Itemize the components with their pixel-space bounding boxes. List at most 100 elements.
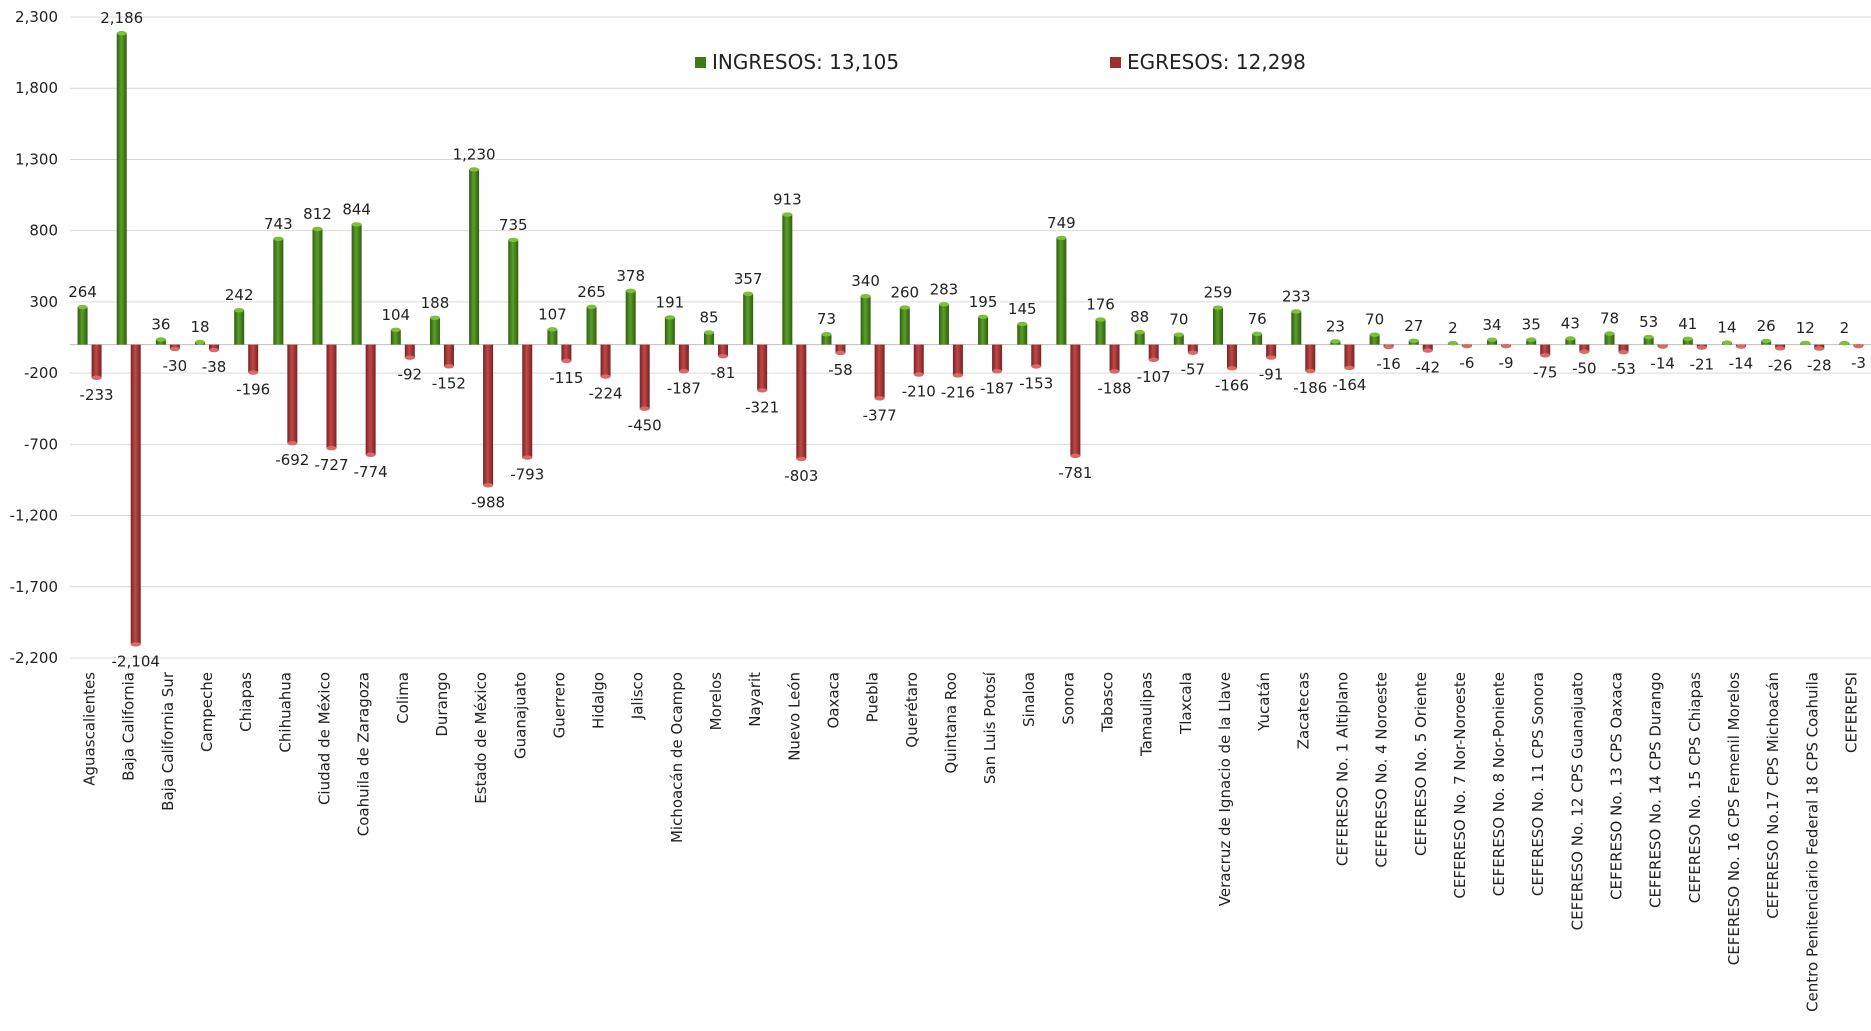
egresos-data-label: -16 [1376,355,1401,373]
ingresos-bar [1173,334,1184,345]
ingresos-bar [469,169,480,345]
egresos-bar-cap [1461,343,1472,349]
egresos-bar [992,344,1003,372]
x-tick-label: Michoacán de Ocampo [668,672,686,843]
ingresos-bar-cap [782,212,793,217]
egresos-bar [1070,344,1081,456]
x-tick-label: Querétaro [903,672,921,748]
x-tick-label: CEFERESO No.17 CPS Michoacán [1764,672,1782,919]
ingresos-data-label: 73 [817,310,836,328]
ingresos-bar [821,334,832,345]
x-tick-label: CEFERESO No. 12 CPS Guanajuato [1568,672,1586,930]
x-tick-label: CEFEREPSI [1842,672,1860,753]
x-tick-label: Morelos [707,672,725,731]
x-tick-label: Puebla [864,672,882,722]
egresos-bar-cap [796,456,807,462]
x-tick-label: CEFERESO No. 11 CPS Sonora [1529,672,1547,896]
egresos-bar-cap [874,396,885,401]
egresos-bar [248,344,259,373]
ingresos-bar-cap [1800,340,1811,346]
egresos-bar [952,344,963,376]
ingresos-data-label: 43 [1561,314,1580,332]
ingresos-bar-cap [860,293,871,299]
egresos-bar [91,344,102,378]
x-tick-label: CEFERESO No. 13 CPS Oaxaca [1608,672,1626,900]
egresos-data-label: -727 [314,456,348,474]
ingresos-data-label: 357 [734,270,763,288]
egresos-bar [600,344,611,377]
egresos-bar [1226,344,1237,369]
egresos-data-label: -14 [1729,355,1754,373]
ingresos-data-label: 812 [303,205,332,223]
ingresos-bar-cap [664,315,675,320]
egresos-bar-cap [835,350,846,356]
x-tick-label: San Luis Potosí [981,671,999,784]
ingresos-bar-cap [429,315,440,321]
ingresos-bar-cap [469,167,480,172]
ingresos-data-label: 27 [1404,317,1423,335]
ingresos-bar [625,290,636,345]
ingresos-data-label: 191 [656,293,685,311]
ingresos-bar-cap [1643,334,1654,340]
x-tick-label: Chiapas [237,672,255,732]
egresos-bar [1148,344,1159,360]
egresos-bar-cap [913,372,924,377]
ingresos-bar-cap [1839,340,1850,346]
x-tick-label: CEFERESO No. 4 Noroeste [1373,672,1391,868]
ingresos-data-label: 12 [1796,319,1815,337]
ingresos-data-label: 88 [1130,308,1149,326]
x-tick-label: Durango [433,672,451,737]
ingresos-data-label: 14 [1717,319,1736,337]
egresos-bar-cap [1266,355,1277,360]
ingresos-data-label: 340 [851,272,880,290]
egresos-bar-cap [287,440,298,446]
egresos-data-label: -9 [1499,354,1514,372]
y-tick-label: 800 [29,222,58,240]
ingresos-bar-cap [1252,331,1263,336]
y-tick-label: -1,700 [10,578,58,596]
ingresos-bar [938,304,949,345]
ingresos-bar [1565,338,1576,345]
x-tick-label: CEFERESO No. 1 Altiplano [1333,672,1351,866]
ingresos-bar [1526,339,1537,345]
egresos-data-label: -75 [1533,363,1558,381]
ingresos-data-label: 188 [421,294,450,312]
egresos-data-label: -53 [1611,360,1636,378]
egresos-bar [874,344,885,399]
ingresos-bar-cap [1526,337,1537,342]
x-tick-label: Tlaxcala [1177,672,1195,735]
egresos-data-label: -210 [902,383,936,401]
ingresos-bar [429,317,440,345]
ingresos-bar-cap [1095,317,1106,322]
x-tick-label: Coahuila de Zaragoza [355,672,373,836]
egresos-bar-cap [326,445,337,451]
ingresos-data-label: 844 [342,200,371,218]
egresos-bar [326,344,337,449]
egresos-bar-cap [1540,353,1551,358]
x-tick-label: Quintana Roo [942,672,960,774]
egresos-bar [365,344,376,455]
ingresos-data-label: 2,186 [100,9,143,27]
x-tick-label: Zacatecas [1294,672,1312,749]
ingresos-bar [508,239,519,345]
ingresos-data-label: 35 [1522,316,1541,334]
ingresos-data-label: 264 [68,283,97,301]
ingresos-data-label: 76 [1248,310,1267,328]
egresos-bar [1187,344,1198,353]
x-tick-label: Guerrero [550,672,568,738]
ingresos-bar [664,317,675,345]
y-tick-label: 300 [29,293,58,311]
ingresos-bar [899,307,910,345]
egresos-bar-cap [1657,344,1668,349]
ingresos-data-label: 749 [1047,214,1076,232]
egresos-data-label: -115 [549,369,583,387]
legend-ingresos-swatch [695,56,706,68]
egresos-bar [757,344,768,391]
ingresos-bar [547,329,558,345]
ingresos-bar-cap [625,288,636,293]
egresos-bar-cap [1070,453,1081,459]
ingresos-data-label: 70 [1169,311,1188,329]
ingresos-bar-cap [1408,338,1419,343]
ingresos-bar [1291,311,1302,345]
ingresos-data-label: 70 [1365,311,1384,329]
